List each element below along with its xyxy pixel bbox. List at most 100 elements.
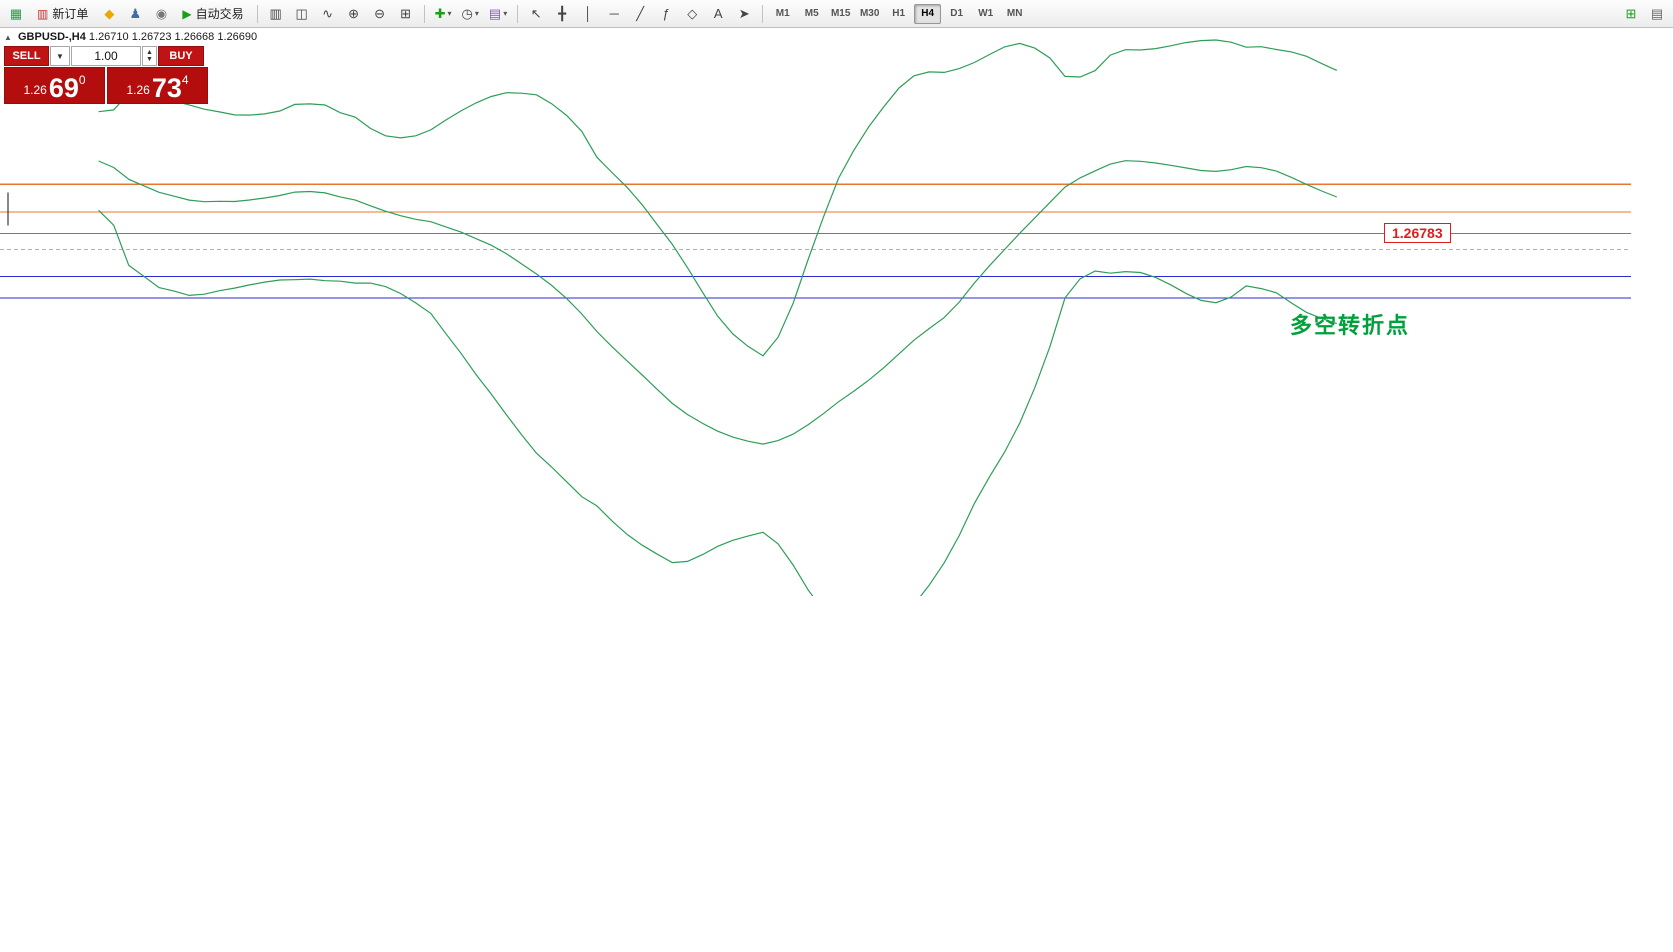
trendline-icon[interactable]: ╱ [628,3,652,25]
turning-point-annotation[interactable]: 多空转折点 [1290,314,1411,339]
strategy-tester-icon[interactable]: ◉ [149,3,173,25]
crosshair-icon-glyph: ╋ [558,5,567,21]
fibonacci-icon[interactable]: ƒ [654,3,678,25]
candlestick-chart-icon[interactable]: ◫ [290,3,314,25]
market-watch-icon[interactable]: ♟ [123,3,147,25]
volume-input[interactable] [71,46,141,66]
mt4-logo-icon-glyph: ▦ [9,5,23,21]
timeframe-m1-button[interactable]: M1 [769,4,796,24]
sell-price-button[interactable]: 1.26 69 0 [4,67,105,104]
periods-dropdown[interactable]: ◷ ▾ [458,3,483,25]
timeframe-mn-button[interactable]: MN [1001,4,1028,24]
bar-chart-icon-glyph: ▥ [269,5,282,21]
bollinger-bands [98,39,1338,596]
candlestick-chart-icon-glyph: ◫ [295,5,308,21]
horizontal-line-icon-glyph: ─ [609,6,619,21]
mt4-logo-icon[interactable]: ▦ [4,3,28,25]
new-order-icon: ▥ [37,6,49,21]
new-order-button[interactable]: ▥ 新订单 [30,3,95,25]
timeframe-m15-button[interactable]: M15 [827,4,854,24]
profiles-icon-glyph: ◆ [104,5,115,21]
chart-shift-icon-glyph: ▤ [1650,5,1664,21]
arrows-tool-icon-glyph: ➤ [738,5,750,21]
chart-area: ▲ GBPUSD-,H4 1.26710 1.26723 1.26668 1.2… [0,28,1673,952]
arrows-tool-icon[interactable]: ➤ [732,3,756,25]
line-chart-icon-glyph: ∿ [322,5,334,21]
indicators-icon: ✚ [434,5,446,21]
spin-up-icon[interactable]: ▲ [146,49,153,56]
chevron-down-icon: ▾ [503,9,508,18]
market-watch-icon-glyph: ♟ [129,5,142,21]
crosshair-icon[interactable]: ╋ [550,3,574,25]
strategy-tester-icon-glyph: ◉ [155,5,168,21]
order-prices-row: 1.26 69 0 1.26 73 4 [4,67,208,104]
shapes-icon[interactable]: ◇ [680,3,704,25]
line-chart-icon[interactable]: ∿ [316,3,340,25]
sell-price-big: 69 [48,73,79,103]
fibonacci-icon-glyph: ƒ [662,6,670,21]
zoom-out-icon[interactable]: ⊖ [368,3,392,25]
toolbar-separator [762,4,764,23]
shapes-icon-glyph: ◇ [687,5,698,21]
main-chart-panel [0,39,1631,596]
buy-price-button[interactable]: 1.26 73 4 [107,67,208,104]
bollinger-lower-band [98,209,1337,596]
spin-down-icon[interactable]: ▼ [146,56,153,63]
zoom-in-icon-glyph: ⊕ [348,5,360,21]
order-type-dropdown[interactable]: ▼ [50,46,70,66]
timeframe-m30-button[interactable]: M30 [856,4,883,24]
toolbar-separator [256,4,258,23]
chevron-down-icon: ▾ [474,9,479,18]
sell-price-prefix: 1.26 [23,83,47,97]
timeframe-h4-button[interactable]: H4 [914,3,942,24]
symbol-info: ▲ GBPUSD-,H4 1.26710 1.26723 1.26668 1.2… [4,31,257,43]
indicators-dropdown[interactable]: ✚ ▾ [431,3,456,25]
timeframe-d1-button[interactable]: D1 [943,4,970,24]
timeframe-h1-button[interactable]: H1 [885,4,912,24]
collapse-panel-icon[interactable]: ▲ [4,33,12,42]
order-controls-row: SELL ▼ ▲ ▼ BUY [4,46,208,66]
profiles-icon[interactable]: ◆ [97,3,121,25]
horizontal-line-icon[interactable]: ─ [602,3,626,25]
tile-windows-icon-glyph: ⊞ [400,5,412,21]
templates-dropdown[interactable]: ▤ ▾ [485,3,511,25]
vertical-line-icon-glyph: │ [584,6,593,21]
one-click-trading-panel: SELL ▼ ▲ ▼ BUY 1.26 69 0 1.26 73 4 [4,46,208,104]
buy-button[interactable]: BUY [158,46,204,66]
sell-button[interactable]: SELL [4,46,49,66]
breakout-price-label[interactable]: 1.26783 [1384,223,1451,243]
symbol-ohlc-values: 1.26710 1.26723 1.26668 1.26690 [88,31,258,43]
toolbar-separator [423,4,425,23]
text-tool-icon[interactable]: A [706,3,730,25]
new-order-label: 新订单 [52,7,89,21]
vertical-line-icon[interactable]: │ [576,3,600,25]
timeframe-w1-button[interactable]: W1 [972,4,999,24]
volume-spinner[interactable]: ▲ ▼ [142,46,157,66]
toolbar: ▦ ▥ 新订单 ◆ ♟ ◉ ▶ 自动交易 ▥ ◫ ∿ ⊕ ⊖ ⊞ ✚ ▾ ◷ ▾ ▤ ▾ ↖ ╋ │ ─ ╱ ƒ ◇ A ➤ M1 M5 M1… [0,0,1673,28]
toolbar-separator [517,4,519,23]
sell-price-pip: 0 [78,73,86,87]
trendline-icon-glyph: ╱ [636,5,645,21]
bollinger-upper-band [98,39,1338,357]
cursor-icon-glyph: ↖ [530,5,542,21]
bollinger-middle-band [98,160,1338,445]
templates-icon: ▤ [488,5,502,21]
buy-price-pip: 4 [181,73,189,87]
symbol-timeframe-label: GBPUSD-,H4 [17,31,86,43]
timeframe-m5-button[interactable]: M5 [798,4,825,24]
bar-chart-icon[interactable]: ▥ [264,3,288,25]
chevron-down-icon: ▾ [447,9,452,18]
cursor-icon[interactable]: ↖ [524,3,548,25]
autotrading-button[interactable]: ▶ 自动交易 [175,3,250,25]
buy-price-prefix: 1.26 [126,83,150,97]
chevron-down-icon: ▼ [56,51,64,61]
new-chart-icon[interactable]: ⊞ [1619,3,1643,25]
periods-icon: ◷ [461,5,473,21]
chart-canvas[interactable] [0,28,1673,952]
new-chart-icon-glyph: ⊞ [1625,5,1637,21]
autotrading-label: 自动交易 [195,7,244,21]
tile-windows-icon[interactable]: ⊞ [394,3,418,25]
zoom-in-icon[interactable]: ⊕ [342,3,366,25]
chart-shift-icon[interactable]: ▤ [1645,3,1669,25]
zoom-out-icon-glyph: ⊖ [374,5,386,21]
